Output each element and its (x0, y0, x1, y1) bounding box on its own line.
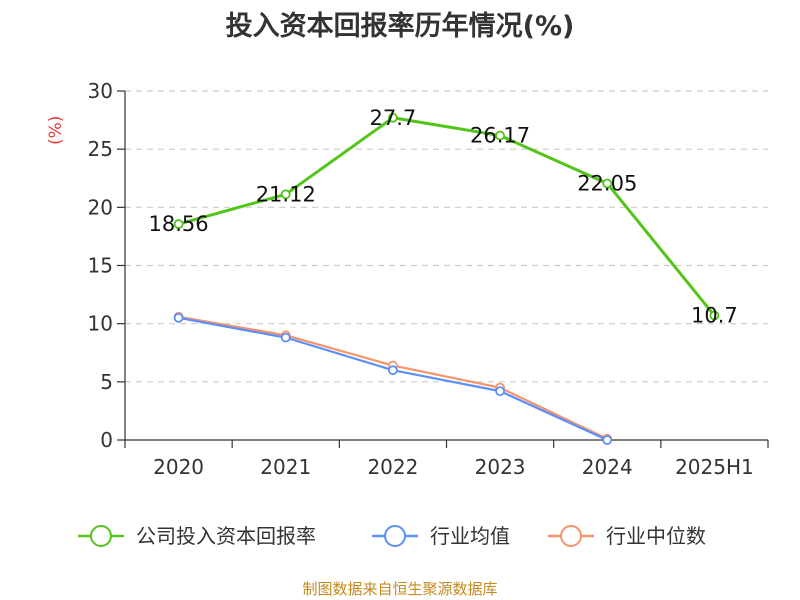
legend-label: 行业均值 (430, 524, 510, 548)
y-tick-label: 0 (100, 428, 113, 452)
series-line (178, 116, 716, 317)
x-tick-label: 2025H1 (675, 455, 754, 479)
data-point (173, 219, 184, 229)
legend-item[interactable]: 行业均值 (372, 524, 510, 548)
data-label: 21.12 (256, 182, 316, 206)
data-point (495, 130, 505, 141)
data-label: 22.05 (577, 171, 637, 195)
data-label: 27.7 (370, 106, 417, 130)
legend[interactable]: 公司投入资本回报率 行业均值 行业中位数 (78, 524, 706, 548)
legend-marker (384, 525, 406, 547)
legend-label: 行业中位数 (606, 524, 706, 548)
series-line (178, 316, 608, 442)
data-point (602, 435, 613, 445)
data-point (709, 310, 720, 321)
x-tick-label: 2022 (367, 455, 418, 479)
legend-marker (560, 525, 582, 547)
x-tick-label: 2023 (475, 455, 526, 479)
data-point (280, 189, 291, 200)
y-tick-label: 30 (88, 79, 113, 103)
y-tick-label: 10 (88, 312, 113, 336)
data-point (388, 365, 398, 376)
data-source-note: 制图数据来自恒生聚源数据库 (302, 580, 498, 598)
x-tick-label: 2021 (260, 455, 311, 479)
x-tick-label: 2024 (582, 455, 633, 479)
legend-item[interactable]: 公司投入资本回报率 (78, 524, 316, 548)
data-point (388, 112, 398, 123)
series-line (178, 315, 608, 440)
y-tick-label: 20 (88, 195, 113, 219)
y-tick-label: 15 (88, 254, 113, 278)
data-label: 10.7 (691, 304, 738, 328)
data-labels: 18.56 21.12 27.7 26.17 22.05 10.7 (149, 106, 738, 328)
y-tick-label: 5 (100, 370, 113, 394)
y-tick-label: 25 (88, 137, 113, 161)
data-point (495, 386, 505, 397)
series-layer (173, 112, 720, 445)
data-point (280, 332, 291, 343)
data-label: 18.56 (149, 212, 209, 236)
legend-item[interactable]: 行业中位数 (548, 524, 706, 548)
data-label: 26.17 (470, 124, 530, 148)
chart-title: 投入资本回报率历年情况(%) (225, 11, 575, 42)
legend-marker (90, 525, 112, 547)
legend-label: 公司投入资本回报率 (136, 524, 316, 548)
axes: 0 5 10 15 20 25 30 2020 2021 2022 2023 2024 2025H1 (88, 79, 769, 479)
grid-lines (125, 90, 768, 383)
x-tick-label: 2020 (153, 455, 204, 479)
data-point (173, 312, 184, 323)
data-point (602, 178, 613, 189)
